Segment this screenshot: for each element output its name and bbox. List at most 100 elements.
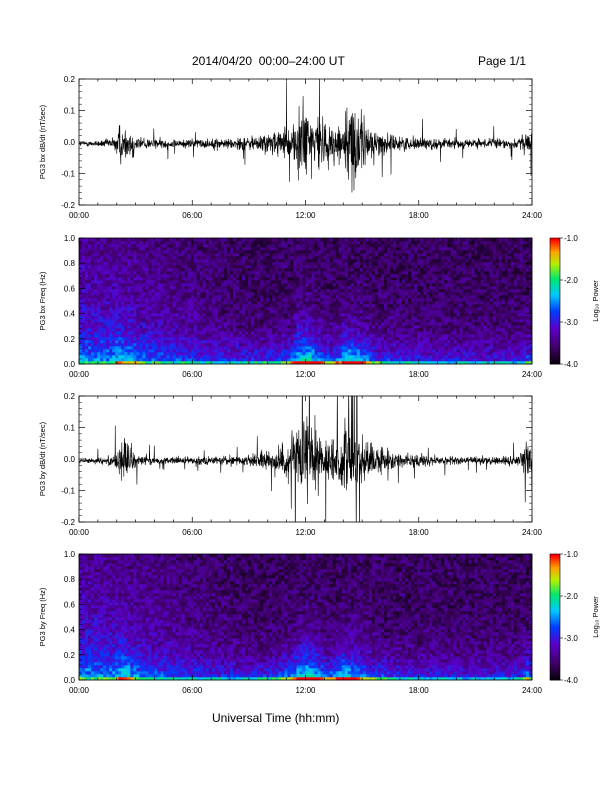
- spectrogram-cell: [88, 244, 92, 248]
- spectrogram-cell: [97, 358, 101, 362]
- spectrogram-cell: [384, 292, 388, 296]
- spectrogram-cell: [106, 313, 110, 317]
- spectrogram-cell: [208, 286, 213, 290]
- spectrogram-cell: [136, 295, 140, 299]
- spectrogram-cell: [202, 349, 207, 353]
- spectrogram-cell: [172, 355, 176, 359]
- spectrogram-cell: [347, 253, 352, 257]
- spectrogram-cell: [190, 280, 195, 284]
- spectrogram-cell: [296, 292, 300, 296]
- spectrogram-cell: [154, 355, 158, 359]
- spectrogram-cell: [226, 286, 231, 290]
- spectrogram-cell: [166, 331, 170, 335]
- spectrogram-cell: [118, 325, 122, 329]
- spectrogram-cell: [396, 298, 400, 302]
- spectrogram-cell: [196, 340, 201, 344]
- spectrogram-cell: [236, 334, 240, 338]
- spectrogram-cell: [399, 349, 403, 353]
- spectrogram-cell: [103, 265, 107, 269]
- spectrogram-cell: [142, 250, 146, 254]
- spectrogram-cell: [284, 283, 288, 287]
- plot-title: 2014/04/20 00:00–24:00 UT: [192, 54, 345, 68]
- spectrogram-cell: [323, 250, 327, 254]
- spectrogram-cell: [272, 250, 276, 254]
- spectrogram-cell: [91, 298, 95, 302]
- spectrogram-cell: [109, 307, 113, 311]
- spectrogram-cell: [275, 262, 279, 266]
- spectrogram-cell: [178, 343, 182, 347]
- spectrogram-cell: [387, 265, 391, 269]
- spectrogram-cell: [335, 280, 340, 284]
- spectrogram-cell: [408, 349, 412, 353]
- spectrogram-cell: [414, 289, 418, 293]
- spectrogram-cell: [151, 325, 155, 329]
- spectrogram-cell: [371, 262, 376, 266]
- spectrogram-cell: [308, 334, 312, 338]
- spectrogram-cell: [239, 262, 243, 266]
- spectrogram-cell: [187, 331, 192, 335]
- spectrogram-cell: [350, 244, 355, 248]
- spectrogram-cell: [214, 343, 219, 347]
- spectrogram-cell: [245, 343, 249, 347]
- spectrogram-cell: [426, 325, 430, 329]
- spectrogram-cell: [299, 301, 303, 305]
- spectrogram-cell: [239, 322, 243, 326]
- spectrogram-cell: [275, 259, 279, 263]
- spectrogram-cell: [411, 307, 415, 311]
- spectrogram-cell: [296, 325, 300, 329]
- spectrogram-cell: [305, 358, 309, 362]
- spectrogram-cell: [236, 301, 240, 305]
- spectrogram-cell: [408, 337, 412, 341]
- spectrogram-cell: [97, 259, 101, 263]
- spectrogram-cell: [314, 244, 318, 248]
- spectrogram-cell: [417, 313, 421, 317]
- spectrogram-cell: [396, 256, 400, 260]
- spectrogram-cell: [178, 316, 182, 320]
- spectrogram-cell: [175, 304, 179, 308]
- spectrogram-cell: [323, 346, 327, 350]
- spectrogram-cell: [223, 283, 228, 287]
- spectrogram-cell: [121, 331, 125, 335]
- spectrogram-cell: [160, 277, 164, 281]
- spectrogram-cell: [205, 304, 210, 308]
- spectrogram-cell: [347, 262, 352, 266]
- spectrogram-cell: [278, 352, 282, 356]
- spectrogram-cell: [347, 277, 352, 281]
- spectrogram-cell: [390, 241, 394, 245]
- spectrogram-cell: [202, 274, 207, 278]
- spectrogram-cell: [106, 352, 110, 356]
- spectrogram-cell: [142, 361, 146, 365]
- spectrogram-cell: [217, 331, 222, 335]
- spectrogram-cell: [193, 292, 198, 296]
- spectrogram-cell: [302, 238, 306, 242]
- spectrogram-cell: [127, 238, 131, 242]
- spectrogram-cell: [405, 352, 409, 356]
- spectrogram-cell: [302, 328, 306, 332]
- spectrogram-cell: [387, 355, 391, 359]
- spectrogram-cell: [223, 301, 228, 305]
- spectrogram-cell: [411, 313, 415, 317]
- spectrogram-cell: [112, 334, 116, 338]
- spectrogram-cell: [423, 322, 427, 326]
- spectrogram-cell: [145, 277, 149, 281]
- spectrogram-cell: [311, 325, 315, 329]
- spectrogram-cell: [417, 271, 421, 275]
- spectrogram-cell: [332, 325, 336, 329]
- spectrogram-cell: [414, 328, 418, 332]
- spectrogram-cell: [350, 316, 355, 320]
- spectrogram-cell: [172, 295, 176, 299]
- spectrogram-cell: [272, 253, 276, 257]
- spectrogram-cell: [326, 331, 330, 335]
- spectrogram-cell: [341, 277, 346, 281]
- spectrogram-cell: [338, 361, 343, 365]
- spectrogram-cell: [181, 244, 185, 248]
- spectrogram-cell: [112, 313, 116, 317]
- spectrogram-cell: [311, 259, 315, 263]
- spectrogram-cell: [181, 268, 185, 272]
- spectrogram-cell: [275, 280, 279, 284]
- spectrogram-cell: [420, 298, 424, 302]
- spectrogram-cell: [154, 334, 158, 338]
- spectrogram-cell: [230, 292, 234, 296]
- spectrogram-cell: [130, 244, 134, 248]
- spectrogram-cell: [169, 328, 173, 332]
